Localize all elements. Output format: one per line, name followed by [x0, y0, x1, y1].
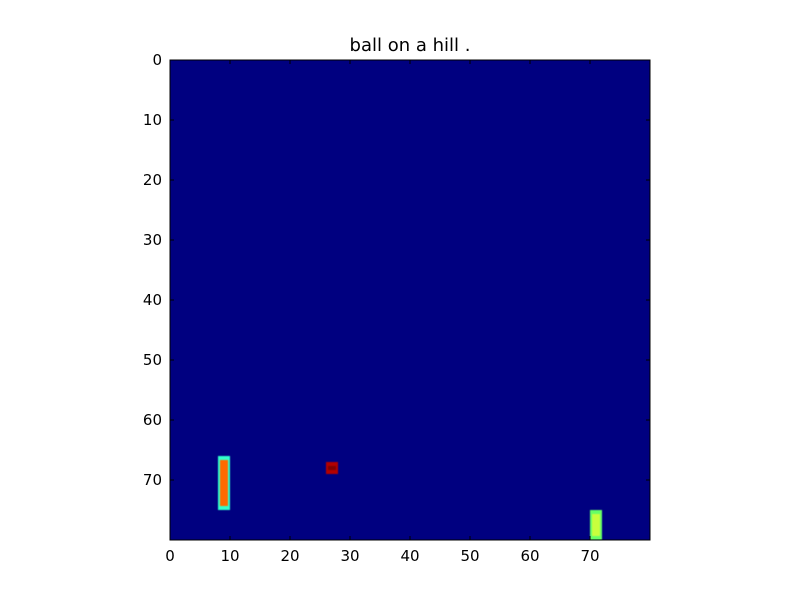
x-tick-label: 10 [220, 547, 239, 565]
x-tick-label: 0 [165, 547, 175, 565]
left-paddle-body [220, 460, 228, 506]
x-tick-label: 70 [580, 547, 599, 565]
x-tick-label: 20 [280, 547, 299, 565]
left-paddle [218, 456, 230, 510]
y-axis-ticks: 0 10 20 30 40 50 60 70 [143, 51, 650, 489]
right-paddle [590, 510, 602, 540]
y-tick-label: 30 [143, 231, 162, 249]
x-tick-label: 60 [520, 547, 539, 565]
game-field-background [170, 60, 650, 540]
y-tick-label: 60 [143, 411, 162, 429]
x-axis-ticks: 0 10 20 30 40 50 60 70 [165, 60, 600, 565]
game-objects [218, 456, 602, 540]
y-tick-label: 10 [143, 111, 162, 129]
x-tick-label: 30 [340, 547, 359, 565]
y-tick-label: 40 [143, 291, 162, 309]
y-tick-label: 20 [143, 171, 162, 189]
y-tick-label: 70 [143, 471, 162, 489]
y-tick-label: 50 [143, 351, 162, 369]
x-tick-label: 50 [460, 547, 479, 565]
right-paddle-body [592, 514, 600, 536]
plot-title: ball on a hill . [349, 35, 471, 56]
ball [326, 462, 338, 474]
ball-body [328, 466, 336, 470]
x-tick-label: 40 [400, 547, 419, 565]
y-tick-label: 0 [152, 51, 162, 69]
